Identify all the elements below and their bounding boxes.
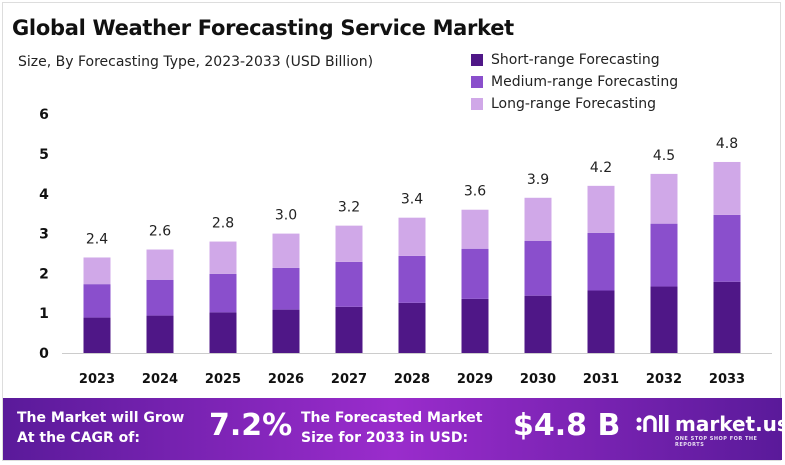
y-tick-label: 0: [39, 346, 49, 362]
data-label: 4.8: [716, 136, 738, 152]
legend-item-long: Long-range Forecasting: [471, 93, 678, 115]
y-tick-label: 4: [39, 187, 49, 203]
data-label: 3.4: [401, 192, 423, 208]
bar-segment: [335, 261, 363, 307]
bar-segment: [713, 281, 741, 353]
x-tick-label: 2028: [394, 372, 430, 387]
data-label: 2.4: [86, 231, 108, 247]
y-tick-label: 2: [39, 266, 49, 282]
chart-title: Global Weather Forecasting Service Marke…: [12, 16, 514, 40]
bar-segment: [461, 248, 489, 299]
x-tick-label: 2032: [646, 372, 682, 387]
forecast-value: $4.8 B: [513, 408, 621, 443]
y-tick-label: 6: [39, 107, 49, 123]
legend-label: Long-range Forecasting: [491, 96, 656, 112]
bar-segment: [587, 290, 615, 353]
market-us-logo: market.us: [635, 412, 785, 436]
legend-label: Medium-range Forecasting: [491, 74, 679, 90]
x-tick-label: 2033: [709, 372, 745, 387]
cagr-value: 7.2%: [209, 408, 293, 443]
bar-segment: [209, 241, 237, 274]
bar-segment: [713, 214, 741, 282]
legend-label: Short-range Forecasting: [491, 52, 660, 68]
y-tick-label: 5: [39, 147, 49, 163]
cagr-label-line: The Market will Grow: [17, 410, 185, 426]
bar-segment: [650, 173, 678, 224]
bar-segment: [335, 306, 363, 353]
bar-segment: [146, 315, 174, 353]
bar-segment: [209, 312, 237, 353]
x-tick-label: 2031: [583, 372, 619, 387]
footer-banner: The Market will Grow At the CAGR of: 7.2%…: [3, 398, 785, 460]
legend: Short-range Forecasting Medium-range For…: [471, 49, 678, 115]
bar-segment: [461, 298, 489, 353]
y-tick-label: 1: [39, 306, 49, 322]
legend-swatch: [471, 76, 483, 88]
x-tick-label: 2027: [331, 372, 367, 387]
legend-swatch: [471, 54, 483, 66]
chart-frame: [2, 2, 781, 461]
data-label: 2.6: [149, 224, 171, 240]
legend-item-short: Short-range Forecasting: [471, 49, 678, 71]
bar-segment: [146, 279, 174, 316]
bar-segment: [398, 255, 426, 303]
logo-text: market.us: [675, 412, 785, 436]
data-label: 3.2: [338, 200, 360, 216]
x-tick-label: 2024: [142, 372, 178, 387]
bar-segment: [524, 240, 552, 296]
legend-item-medium: Medium-range Forecasting: [471, 71, 678, 93]
bar-segment: [587, 232, 615, 291]
cagr-label-line: At the CAGR of:: [17, 430, 140, 446]
bar-segment: [146, 249, 174, 280]
stacked-bar-chart: 0 1 2 3 4 5 6 2.4 2023 2.6 2024 2.8 2025 3.0 2026 3.2 20…: [39, 107, 772, 387]
x-tick-label: 2029: [457, 372, 493, 387]
bar-segment: [272, 267, 300, 310]
x-tick-label: 2026: [268, 372, 304, 387]
bar-segment: [83, 284, 111, 318]
data-label: 4.2: [590, 160, 612, 176]
forecast-label: The Forecasted Market Size for 2033 in US…: [301, 408, 482, 448]
bar-segment: [398, 217, 426, 256]
bar-segment: [587, 185, 615, 233]
bar-segment: [83, 317, 111, 353]
forecast-label-line: Size for 2033 in USD:: [301, 430, 469, 446]
bar-segment: [650, 223, 678, 287]
chart-subtitle: Size, By Forecasting Type, 2023-2033 (US…: [18, 54, 374, 70]
bar-segment: [209, 273, 237, 313]
bar-segment: [83, 257, 111, 285]
bar-segment: [272, 233, 300, 268]
bar-segment: [461, 209, 489, 249]
bar-segment: [272, 309, 300, 353]
data-label: 3.9: [527, 172, 549, 188]
logo-tagline: ONE STOP SHOP FOR THE REPORTS: [675, 436, 758, 448]
bar-segment: [650, 286, 678, 353]
y-tick-label: 3: [39, 227, 49, 243]
logo-icon: [636, 415, 669, 432]
bar-segment: [335, 225, 363, 262]
data-label: 4.5: [653, 148, 675, 164]
data-label: 2.8: [212, 216, 234, 232]
forecast-label-line: The Forecasted Market: [301, 410, 483, 426]
x-tick-label: 2030: [520, 372, 556, 387]
legend-swatch: [471, 98, 483, 110]
cagr-label: The Market will Grow At the CAGR of:: [17, 408, 184, 448]
bar-segment: [524, 197, 552, 241]
bar-segment: [524, 295, 552, 353]
data-label: 3.0: [275, 208, 297, 224]
x-tick-label: 2025: [205, 372, 241, 387]
data-label: 3.6: [464, 184, 486, 200]
bar-segment: [713, 161, 741, 215]
x-tick-label: 2023: [79, 372, 115, 387]
bar-segment: [398, 302, 426, 353]
